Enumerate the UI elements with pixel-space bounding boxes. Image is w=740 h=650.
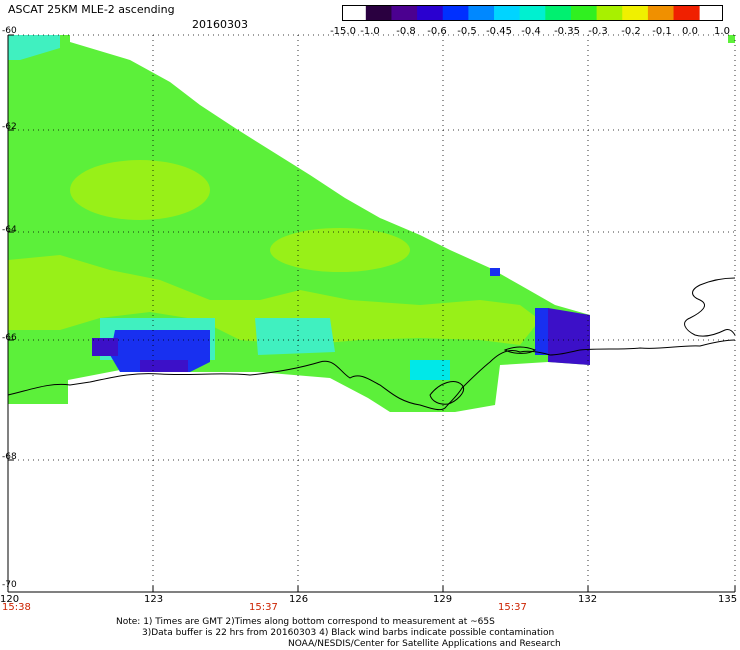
lat-label: -70 <box>2 580 17 590</box>
lat-label: -62 <box>2 122 17 132</box>
lon-label: 132 <box>578 594 598 605</box>
map-date: 20160303 <box>192 18 248 31</box>
coastline-east <box>684 277 736 337</box>
colorbar-label: -0.8 <box>396 26 416 37</box>
colorbar-segment <box>365 6 392 20</box>
colorbar-segment <box>647 6 674 20</box>
colorbar-label: -0.45 <box>486 26 512 37</box>
lat-label: -64 <box>2 225 17 235</box>
swath-cyan <box>8 35 60 60</box>
coastline <box>7 339 736 411</box>
colorbar-segment <box>545 6 572 20</box>
swath-cyan <box>255 318 335 355</box>
colorbar-segment <box>596 6 623 20</box>
data-swath <box>8 35 735 412</box>
axis-ticks <box>7 34 736 593</box>
colorbar-label: 1.0 <box>714 26 730 37</box>
map-title: ASCAT 25KM MLE-2 ascending <box>8 3 175 16</box>
colorbar-label: -0.5 <box>457 26 477 37</box>
swath-blue <box>535 308 548 355</box>
colorbar-label: -1.0 <box>360 26 380 37</box>
colorbar-label: -0.35 <box>554 26 580 37</box>
colorbar-label: -0.2 <box>621 26 641 37</box>
colorbar-label: -0.4 <box>521 26 541 37</box>
colorbar-segment <box>468 6 495 20</box>
time-label: 15:37 <box>249 602 278 613</box>
axes <box>7 35 735 593</box>
colorbar-label: 0.0 <box>682 26 698 37</box>
swath-lime-blob <box>70 160 210 220</box>
colorbar-labels: -15.0 -1.0 -0.8 -0.6 -0.5 -0.45 -0.4 -0.35 -0.3 -… <box>320 26 730 38</box>
lat-label: -68 <box>2 452 17 462</box>
colorbar-segment <box>391 6 418 20</box>
swath-indigo <box>548 308 590 365</box>
swath-indigo <box>140 360 188 372</box>
note-line-3: NOAA/NESDIS/Center for Satellite Applica… <box>288 639 561 649</box>
colorbar-segment <box>494 6 521 20</box>
swath-blue <box>490 268 500 276</box>
time-label: 15:37 <box>498 602 527 613</box>
colorbar-segment <box>442 6 469 20</box>
colorbar-label: -15.0 <box>330 26 356 37</box>
swath-lime <box>8 255 540 345</box>
lon-label: 123 <box>144 594 164 605</box>
colorbar-label: -0.1 <box>652 26 672 37</box>
swath-lime-blob <box>270 228 410 272</box>
colorbar-label: -0.6 <box>427 26 447 37</box>
lon-label: 120 <box>0 594 20 605</box>
lon-label: 135 <box>718 594 738 605</box>
coastline-peninsula <box>429 381 464 405</box>
note-line-1: Note: 1) Times are GMT 2)Times along bot… <box>116 617 495 627</box>
colorbar-segment <box>519 6 546 20</box>
time-label: 15:38 <box>2 602 31 613</box>
lat-label: -60 <box>2 26 17 36</box>
lon-label: 129 <box>433 594 453 605</box>
swath-aqua <box>410 360 450 380</box>
colorbar-label: -0.3 <box>588 26 608 37</box>
coastline-bay <box>503 346 536 354</box>
lon-label: 126 <box>289 594 309 605</box>
colorbar <box>342 5 723 21</box>
colorbar-segment <box>570 6 598 20</box>
note-line-2: 3)Data buffer is 22 hrs from 20160303 4)… <box>142 628 555 638</box>
footer-note: Note: 1) Times are GMT 2)Times along bot… <box>116 617 561 650</box>
colorbar-segment <box>622 6 649 20</box>
swath-pixel <box>728 35 735 43</box>
swath-indigo <box>92 338 118 356</box>
lat-label: -66 <box>2 333 17 343</box>
colorbar-segment <box>673 6 700 20</box>
colorbar-segment <box>417 6 444 20</box>
